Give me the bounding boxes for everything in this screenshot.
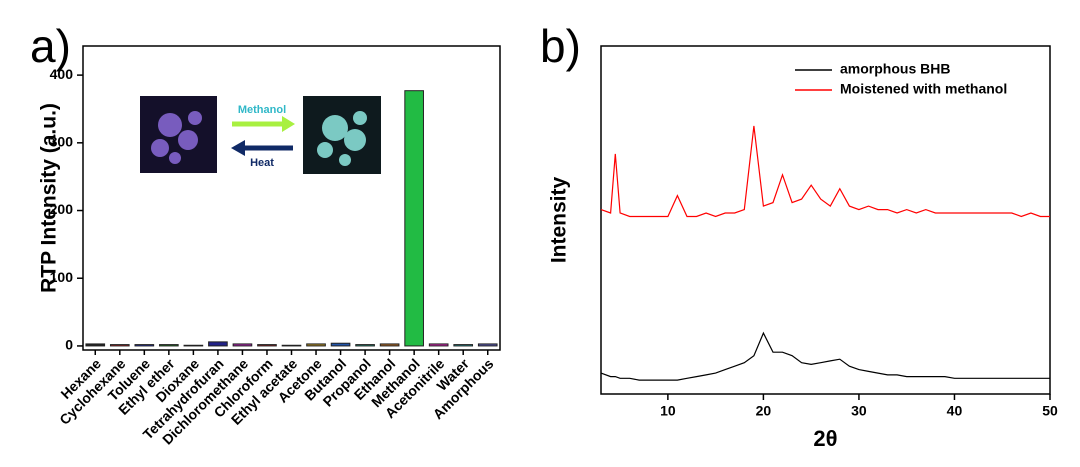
y-tick-label: 400	[50, 66, 74, 82]
annotation: Methanol	[238, 104, 286, 116]
bar	[134, 344, 155, 347]
inset: Methanol Heat	[140, 96, 381, 174]
bar	[232, 343, 253, 347]
y-tick-label: 100	[50, 269, 74, 285]
bar	[159, 344, 179, 347]
x-tick-label: 30	[851, 403, 867, 419]
y-axis-label: RTP Intensity (a.u.)	[38, 103, 61, 293]
series-line	[600, 331, 1050, 381]
x-tick-label: 20	[756, 403, 772, 419]
plot-frame	[600, 45, 1051, 395]
photo-after-powder	[317, 111, 367, 166]
plot-frame	[82, 45, 501, 351]
y-tick-label: 200	[50, 201, 74, 217]
bar	[428, 343, 449, 347]
panel-label: b)	[540, 20, 581, 72]
x-tick-label: 10	[660, 403, 676, 419]
bar	[306, 343, 326, 347]
series-line	[600, 125, 1050, 218]
bar	[257, 344, 277, 347]
bar	[208, 341, 228, 347]
arrow-forward-head	[282, 116, 295, 132]
legend-label: Moistened with methanol	[840, 81, 1007, 97]
bar	[85, 343, 106, 347]
bar	[453, 344, 474, 347]
bar	[379, 343, 400, 347]
x-tick-label: 40	[947, 403, 963, 419]
arrow-back-head	[231, 140, 245, 156]
bar	[404, 90, 424, 347]
bar	[330, 342, 351, 347]
x-axis-label: 2θ	[813, 426, 837, 451]
bar	[355, 344, 375, 347]
y-axis-label: Intensity	[548, 177, 571, 264]
bar	[281, 344, 302, 347]
bar	[183, 344, 204, 347]
legend-label: amorphous BHB	[840, 61, 950, 77]
bar	[109, 344, 130, 347]
photo-before-powder	[151, 111, 202, 164]
y-tick-label: 300	[50, 134, 74, 150]
y-tick-label: 0	[65, 337, 73, 353]
panel-label: a)	[30, 20, 71, 72]
x-tick-label: 50	[1042, 403, 1058, 419]
bar	[477, 343, 498, 347]
annotation: Heat	[250, 157, 274, 169]
